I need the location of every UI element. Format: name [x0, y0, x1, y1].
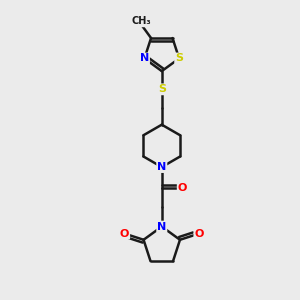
Text: CH₃: CH₃: [132, 16, 151, 26]
Text: O: O: [120, 229, 129, 238]
Text: O: O: [178, 183, 187, 193]
Text: O: O: [194, 229, 204, 238]
Text: S: S: [175, 53, 183, 64]
Text: N: N: [157, 222, 167, 232]
Text: N: N: [157, 162, 167, 172]
Text: N: N: [140, 53, 149, 64]
Text: S: S: [158, 84, 166, 94]
